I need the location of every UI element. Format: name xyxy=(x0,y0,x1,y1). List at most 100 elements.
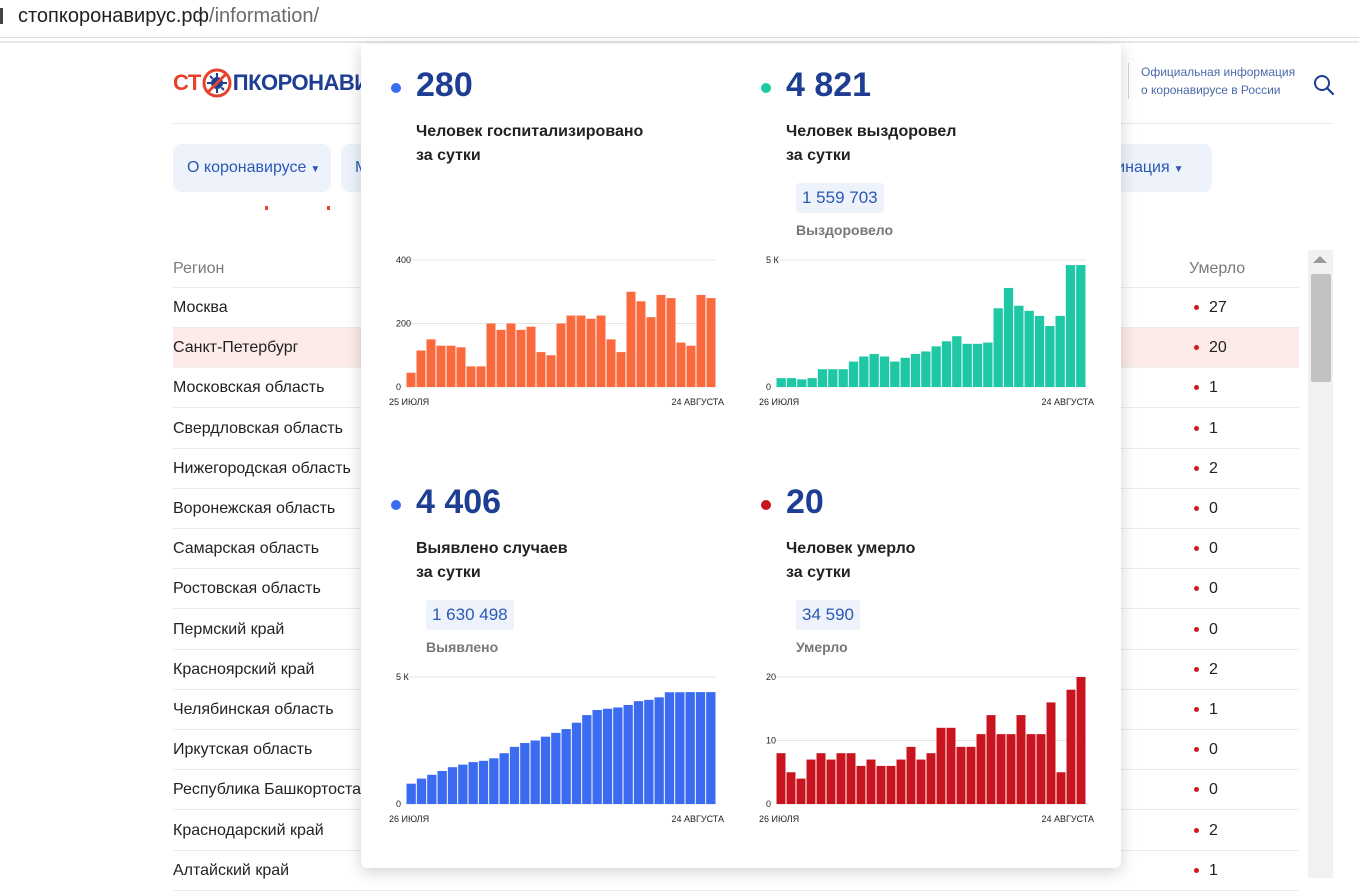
region-name: Пермский край xyxy=(173,620,285,638)
cases-desc-line2: за сутки xyxy=(416,564,481,581)
death-count: 2 xyxy=(1209,459,1218,477)
scroll-up-arrow-icon[interactable] xyxy=(1313,256,1327,263)
chart-bar xyxy=(976,734,986,804)
death-count: 0 xyxy=(1209,580,1218,598)
y-tick-label: 0 xyxy=(396,799,401,809)
chart-bar xyxy=(466,366,476,387)
chart-bar xyxy=(675,692,685,804)
chart-bar xyxy=(706,692,716,804)
chart-bar xyxy=(437,770,447,804)
recovered-number: 4 821 xyxy=(786,66,872,104)
chart-bar xyxy=(986,715,996,804)
chart-bar xyxy=(486,323,496,387)
chart-bar xyxy=(406,372,416,387)
accent-mark xyxy=(265,206,268,210)
chart-bar xyxy=(890,361,900,387)
y-tick-label: 400 xyxy=(396,255,411,265)
death-dot-icon xyxy=(1194,425,1199,431)
chart-bar xyxy=(586,318,596,387)
chart-bar xyxy=(613,707,623,804)
chart-bar xyxy=(666,298,676,387)
chart-bar xyxy=(972,343,983,387)
search-icon[interactable] xyxy=(1312,73,1336,97)
chart-bar xyxy=(1016,715,1026,804)
y-tick-label: 200 xyxy=(396,319,411,329)
chart-bar xyxy=(436,345,446,387)
chart-bar xyxy=(478,760,489,804)
nav-about-label: О коронавирусе xyxy=(187,159,307,176)
chart-bar xyxy=(921,351,931,387)
y-tick-label: 5 К xyxy=(396,672,410,682)
chart-bar xyxy=(695,692,706,804)
x-end-label: 24 АВГУСТА xyxy=(1041,397,1094,407)
cases-number: 4 406 xyxy=(416,483,502,521)
death-dot-icon xyxy=(1194,747,1199,753)
chart-bar xyxy=(936,727,946,804)
chart-bar xyxy=(656,294,666,387)
chart-bar xyxy=(1056,772,1066,804)
region-name: Нижегородская область xyxy=(173,459,351,477)
chart-bar xyxy=(1076,677,1086,804)
statistics-popup: 280 Человек госпитализировано за сутки 0… xyxy=(361,44,1121,868)
chart-bar xyxy=(571,722,582,804)
cases-card: 4 406 Выявлено случаев за сутки 1 630 49… xyxy=(389,473,731,833)
chart-bar xyxy=(520,743,530,804)
url-text[interactable]: стопкоронавирус.рф/information/ xyxy=(18,5,319,28)
browser-address-bar[interactable]: стопкоронавирус.рф/information/ xyxy=(0,0,1359,38)
cases-bullet-icon xyxy=(391,500,401,510)
logo-text-end: ПКОРОНАВИ xyxy=(232,70,370,95)
region-name: Красноярский край xyxy=(173,660,315,678)
recovered-total-label: Выздоровело xyxy=(796,222,894,238)
site-logo[interactable]: СТ ПКОРОНАВИ xyxy=(173,66,370,100)
x-end-label: 24 АВГУСТА xyxy=(671,814,724,824)
chart-bar xyxy=(806,759,816,804)
chart-bar xyxy=(946,727,956,804)
death-dot-icon xyxy=(1194,666,1199,672)
chart-bar xyxy=(623,704,633,804)
hospitalized-desc-line2: за сутки xyxy=(416,147,481,164)
x-start-label: 26 ИЮЛЯ xyxy=(759,397,799,407)
hospitalized-desc-line1: Человек госпитализировано xyxy=(416,123,644,140)
chart-bar xyxy=(644,699,654,804)
hospitalized-number: 280 xyxy=(416,66,473,104)
nav-about-coronavirus[interactable]: О коронавирусе ▼ xyxy=(173,144,331,192)
chart-bar xyxy=(931,346,941,387)
death-dot-icon xyxy=(1194,506,1199,511)
death-count: 1 xyxy=(1209,861,1218,879)
recovered-desc-line2: за сутки xyxy=(786,147,851,164)
chart-bar xyxy=(1036,734,1046,804)
chart-bar xyxy=(506,323,516,387)
deaths-chart: 0 10 20 26 ИЮЛЯ 24 АВГУСТА xyxy=(759,672,1094,824)
death-dot-icon xyxy=(1194,465,1199,471)
chart-bar xyxy=(526,326,536,387)
chart-bar xyxy=(926,753,936,804)
site-subtitle-line1: Официальная информация xyxy=(1141,65,1296,79)
chart-bar xyxy=(816,753,826,804)
x-end-label: 24 АВГУСТА xyxy=(1041,814,1094,824)
chart-bar xyxy=(546,355,556,387)
chart-bar xyxy=(685,692,695,804)
hospitalized-card: 280 Человек госпитализировано за сутки 0… xyxy=(389,56,731,416)
death-count: 27 xyxy=(1209,299,1227,316)
deaths-desc-line1: Человек умерло xyxy=(786,540,916,557)
chart-bar xyxy=(456,347,466,387)
cases-description: Выявлено случаев за сутки xyxy=(416,537,676,585)
column-header-region[interactable]: Регион xyxy=(173,260,225,277)
death-count: 1 xyxy=(1209,419,1218,437)
chart-bar xyxy=(686,345,696,387)
y-tick-label: 5 К xyxy=(766,255,780,265)
url-path: /information/ xyxy=(209,5,320,27)
security-indicator-icon[interactable] xyxy=(0,8,3,24)
chart-bar xyxy=(1045,326,1055,387)
chart-bar xyxy=(826,759,836,804)
death-count: 0 xyxy=(1209,540,1218,558)
death-count: 1 xyxy=(1209,379,1218,397)
region-name: Челябинская область xyxy=(173,701,334,718)
chevron-down-icon: ▼ xyxy=(1173,164,1184,175)
region-name: Самарская область xyxy=(173,540,320,558)
scrollbar-thumb[interactable] xyxy=(1311,274,1331,382)
column-header-deaths[interactable]: Умерло xyxy=(1189,260,1246,277)
chart-bar xyxy=(1014,305,1024,387)
accent-mark xyxy=(327,206,330,210)
death-dot-icon xyxy=(1194,707,1199,712)
